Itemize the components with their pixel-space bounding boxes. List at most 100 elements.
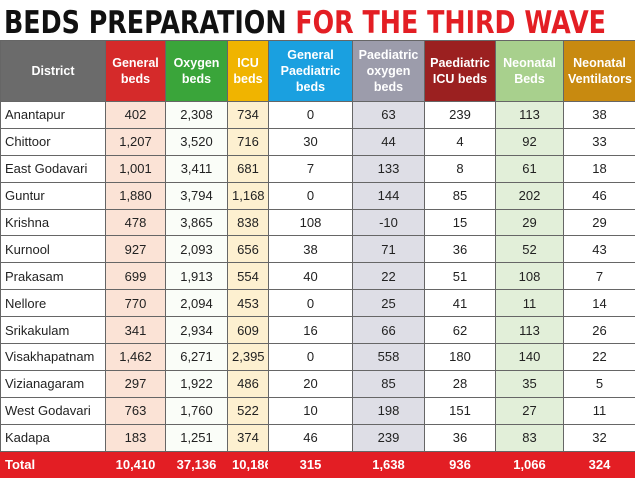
table-row: Anantapur 402 2,308 734 0 63 239 113 38 xyxy=(0,101,635,129)
value-cell: 7 xyxy=(563,262,635,291)
value-cell: 27 xyxy=(495,396,564,425)
value-cell: 609 xyxy=(227,316,269,345)
table-body: Anantapur 402 2,308 734 0 63 239 113 38 Chittoor 1… xyxy=(0,101,635,478)
column-header: Neonatal Ventilators xyxy=(563,40,635,102)
value-cell: 18 xyxy=(563,154,635,183)
value-cell: 108 xyxy=(495,262,564,291)
value-cell: 51 xyxy=(424,262,496,291)
column-header: Neonatal Beds xyxy=(495,40,564,102)
table-row: Nellore 770 2,094 453 0 25 41 11 14 xyxy=(0,289,635,318)
value-cell: 35 xyxy=(495,369,564,398)
value-cell: 522 xyxy=(227,396,269,425)
value-cell: 3,411 xyxy=(165,154,228,183)
value-cell: 2,308 xyxy=(165,101,228,129)
value-cell: 28 xyxy=(424,369,496,398)
value-cell: 763 xyxy=(105,396,166,425)
value-cell: 478 xyxy=(105,208,166,237)
table-row: Kadapa 183 1,251 374 46 239 36 83 32 xyxy=(0,423,635,452)
table-row: Visakhapatnam 1,462 6,271 2,395 0 558 180 140 22 xyxy=(0,343,635,371)
value-cell: 3,794 xyxy=(165,181,228,210)
value-cell: 656 xyxy=(227,235,269,264)
column-header: Paediatric ICU beds xyxy=(424,40,496,102)
value-cell: 734 xyxy=(227,101,269,129)
header-row: District General beds Oxygen beds ICU beds G… xyxy=(0,40,635,102)
value-cell: 1,760 xyxy=(165,396,228,425)
value-cell: 1,462 xyxy=(105,343,166,371)
value-cell: 83 xyxy=(495,423,564,452)
value-cell: 144 xyxy=(352,181,425,210)
total-cell: Total xyxy=(0,450,106,478)
value-cell: 1,251 xyxy=(165,423,228,452)
district-cell: Anantapur xyxy=(0,101,106,129)
value-cell: 486 xyxy=(227,369,269,398)
value-cell: 239 xyxy=(352,423,425,452)
value-cell: 2,094 xyxy=(165,289,228,318)
value-cell: 0 xyxy=(268,343,353,371)
value-cell: 44 xyxy=(352,127,425,156)
table-row: West Godavari 763 1,760 522 10 198 151 27 11 xyxy=(0,396,635,425)
district-cell: Prakasam xyxy=(0,262,106,291)
title-part: FOR THE THIRD WAVE xyxy=(295,5,606,40)
value-cell: 36 xyxy=(424,423,496,452)
value-cell: 0 xyxy=(268,289,353,318)
value-cell: 40 xyxy=(268,262,353,291)
district-cell: Nellore xyxy=(0,289,106,318)
table-row: Srikakulam 341 2,934 609 16 66 62 113 26 xyxy=(0,316,635,345)
title-part: BEDS PREPARATION xyxy=(4,5,287,40)
value-cell: 8 xyxy=(424,154,496,183)
table-row: East Godavari 1,001 3,411 681 7 133 8 61 18 xyxy=(0,154,635,183)
value-cell: 41 xyxy=(424,289,496,318)
district-cell: Visakhapatnam xyxy=(0,343,106,371)
value-cell: 108 xyxy=(268,208,353,237)
column-header: District xyxy=(0,40,106,102)
value-cell: 453 xyxy=(227,289,269,318)
beds-table: District General beds Oxygen beds ICU beds G… xyxy=(0,40,635,478)
value-cell: 32 xyxy=(563,423,635,452)
value-cell: 36 xyxy=(424,235,496,264)
value-cell: 71 xyxy=(352,235,425,264)
column-header: Oxygen beds xyxy=(165,40,228,102)
column-header: General Paediatric beds xyxy=(268,40,353,102)
value-cell: 927 xyxy=(105,235,166,264)
value-cell: 1,913 xyxy=(165,262,228,291)
table-row: Krishna 478 3,865 838 108 -10 15 29 29 xyxy=(0,208,635,237)
value-cell: 26 xyxy=(563,316,635,345)
value-cell: 681 xyxy=(227,154,269,183)
value-cell: 2,934 xyxy=(165,316,228,345)
value-cell: 29 xyxy=(495,208,564,237)
value-cell: 63 xyxy=(352,101,425,129)
value-cell: 62 xyxy=(424,316,496,345)
value-cell: 699 xyxy=(105,262,166,291)
value-cell: 1,880 xyxy=(105,181,166,210)
value-cell: 16 xyxy=(268,316,353,345)
value-cell: 297 xyxy=(105,369,166,398)
value-cell: 402 xyxy=(105,101,166,129)
value-cell: 180 xyxy=(424,343,496,371)
value-cell: 239 xyxy=(424,101,496,129)
total-cell: 10,186 xyxy=(227,450,269,478)
district-cell: Srikakulam xyxy=(0,316,106,345)
total-cell: 1,638 xyxy=(352,450,425,478)
value-cell: 11 xyxy=(495,289,564,318)
value-cell: 38 xyxy=(268,235,353,264)
value-cell: 3,865 xyxy=(165,208,228,237)
value-cell: 29 xyxy=(563,208,635,237)
value-cell: 3,520 xyxy=(165,127,228,156)
value-cell: 22 xyxy=(352,262,425,291)
district-cell: East Godavari xyxy=(0,154,106,183)
value-cell: 52 xyxy=(495,235,564,264)
total-cell: 10,410 xyxy=(105,450,166,478)
value-cell: 1,207 xyxy=(105,127,166,156)
value-cell: 4 xyxy=(424,127,496,156)
table-row: Kurnool 927 2,093 656 38 71 36 52 43 xyxy=(0,235,635,264)
value-cell: 1,922 xyxy=(165,369,228,398)
value-cell: 6,271 xyxy=(165,343,228,371)
value-cell: 341 xyxy=(105,316,166,345)
value-cell: 15 xyxy=(424,208,496,237)
value-cell: 30 xyxy=(268,127,353,156)
value-cell: 43 xyxy=(563,235,635,264)
value-cell: 5 xyxy=(563,369,635,398)
value-cell: 46 xyxy=(563,181,635,210)
total-cell: 1,066 xyxy=(495,450,564,478)
